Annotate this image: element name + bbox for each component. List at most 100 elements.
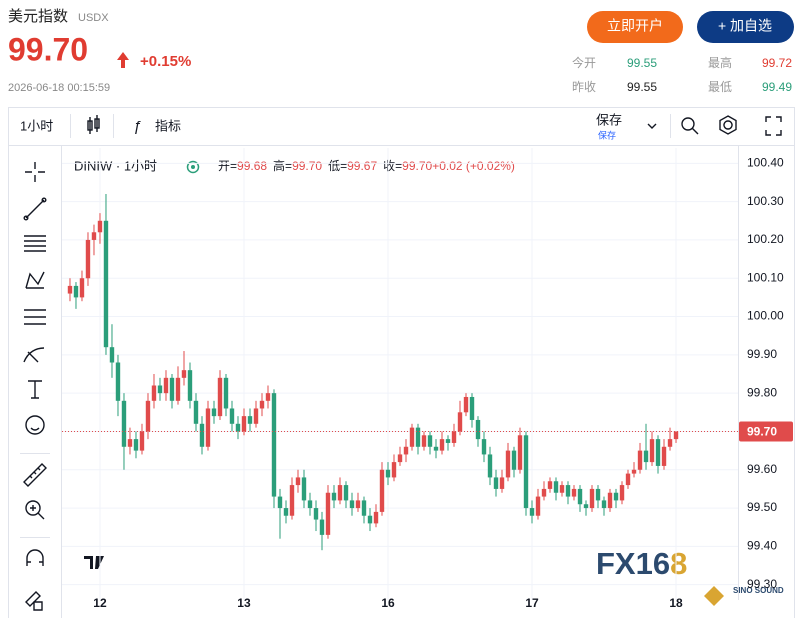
y-tick-label: 100.20 [747, 232, 784, 246]
stat-value: 99.49 [762, 80, 792, 94]
ohlc-label: 高= [273, 158, 292, 173]
candles [67, 193, 679, 551]
candle-body [601, 500, 607, 509]
watermark-logo [704, 586, 724, 606]
alert-icon[interactable] [681, 117, 699, 135]
save-status: 保存 [598, 129, 616, 140]
candle-body [445, 439, 451, 443]
last-price-label: 99.70 [747, 425, 777, 439]
candle-body [235, 423, 241, 432]
candle-body [199, 423, 205, 447]
candle-icon[interactable] [87, 115, 100, 134]
candle-body [103, 220, 109, 348]
stat-label: 最低 [708, 80, 732, 94]
candle-body [511, 450, 517, 470]
candle-body [457, 412, 463, 432]
candle-body [163, 377, 169, 394]
candle-body [313, 508, 319, 520]
candle-body [409, 427, 415, 447]
candle-body [649, 439, 655, 463]
candle-body [439, 439, 445, 451]
y-tick-label: 99.40 [747, 539, 777, 553]
candle-body [469, 396, 475, 420]
candle-body [343, 485, 349, 501]
candle-body [205, 408, 211, 447]
candle-body [499, 477, 505, 489]
candle-body [559, 485, 565, 493]
fullscreen-icon[interactable] [765, 116, 782, 136]
candle-body [109, 347, 115, 363]
candle-body [283, 508, 289, 516]
watchlist-button[interactable] [697, 11, 794, 43]
candle-body [127, 439, 133, 447]
tv-logo [80, 550, 108, 574]
ohlc-value: 99.70 [292, 159, 322, 173]
candle-body [277, 496, 283, 509]
candle-body [415, 427, 421, 447]
candle-body [607, 492, 613, 509]
candle-body [403, 446, 409, 455]
y-tick-label: 99.50 [747, 500, 777, 514]
stat-label: 最高 [708, 55, 732, 70]
indicators[interactable]: 指标 [155, 118, 181, 133]
candle-body [151, 385, 157, 401]
ohlc-value: 99.68 [237, 159, 267, 173]
candle-body [73, 285, 79, 298]
last-price-box [739, 421, 793, 442]
candle-body [625, 473, 631, 486]
open-account-button[interactable] [587, 11, 683, 43]
candle-body [541, 488, 547, 497]
candle-body [91, 232, 97, 240]
candle-body [175, 377, 181, 401]
candle-body [229, 408, 235, 424]
candle-body [385, 469, 391, 478]
drawing-tools[interactable] [23, 162, 47, 611]
candle-body [331, 492, 337, 501]
ohlc-value: 99.70 [402, 159, 432, 173]
candle-body [145, 400, 151, 432]
stat-value: 99.55 [627, 80, 657, 94]
candle-body [337, 485, 343, 501]
symbol: USDX [78, 12, 109, 24]
stat-value: 99.55 [627, 56, 657, 70]
y-tick-label: 99.60 [747, 462, 777, 476]
candle-body [643, 450, 649, 463]
candle-body [187, 370, 193, 401]
x-tick-label: 16 [381, 596, 395, 610]
ohlc-legend: 开=99.68 高=99.70 低=99.67 收=99.70+0.02 (+0.02… [218, 158, 515, 173]
candle-body [421, 435, 427, 447]
save[interactable]: 保存 [596, 112, 622, 127]
candle-body [391, 462, 397, 478]
y-tick-label: 100.10 [747, 270, 784, 284]
open-account-label[interactable]: 立即开户 [607, 18, 663, 34]
candle-body [355, 500, 361, 509]
watchlist-label[interactable]: + 加自选 [718, 18, 772, 34]
candle-body [301, 477, 307, 501]
save-menu[interactable] [647, 123, 657, 129]
candle-body [193, 400, 199, 424]
candle-body [121, 400, 127, 447]
candle-body [85, 239, 91, 279]
candle-body [619, 485, 625, 501]
y-tick-label: 99.30 [747, 577, 777, 591]
x-tick-label: 13 [237, 596, 251, 610]
status-dot-core [191, 165, 195, 169]
candle-body [589, 488, 595, 509]
interval[interactable]: 1小时 [20, 118, 53, 133]
candle-body [673, 431, 679, 440]
candle-body [427, 435, 433, 447]
candle-body [319, 519, 325, 535]
datetime: 2026-06-18 00:15:59 [8, 82, 110, 94]
candle-body [667, 439, 673, 447]
fx-icon[interactable]: ƒ [133, 118, 141, 135]
candle-body [553, 481, 559, 493]
stat-label: 今开 [572, 55, 596, 70]
settings-icon[interactable] [719, 115, 737, 135]
candle-body [307, 500, 313, 509]
candle-body [115, 362, 121, 401]
candle-body [361, 500, 367, 516]
stat-value: 99.72 [762, 56, 792, 70]
candle-body [493, 477, 499, 489]
price: 99.70 [8, 31, 88, 67]
